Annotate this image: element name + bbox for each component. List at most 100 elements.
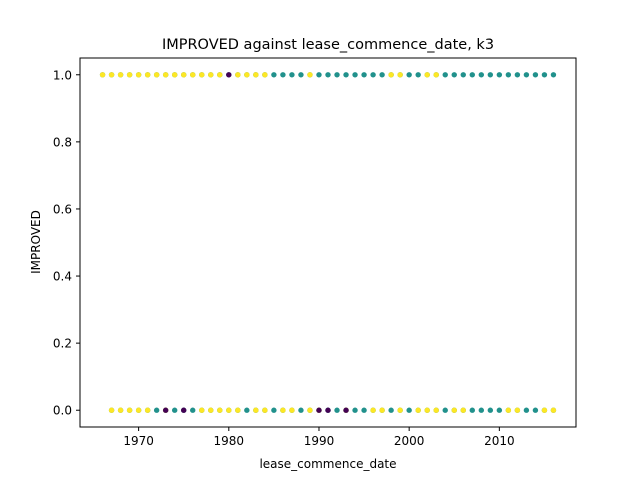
- data-point: [316, 407, 322, 413]
- data-point: [208, 407, 214, 413]
- data-point: [135, 407, 142, 413]
- data-point: [289, 407, 295, 413]
- y-tick-label: 0.6: [53, 202, 72, 216]
- data-point: [532, 407, 539, 413]
- data-point: [514, 407, 521, 413]
- data-point: [505, 407, 512, 413]
- plot-area: [80, 58, 576, 427]
- data-point: [153, 72, 160, 78]
- data-point: [370, 407, 376, 413]
- data-point: [352, 407, 358, 413]
- data-points: [99, 72, 557, 413]
- data-point: [424, 407, 430, 413]
- data-point: [117, 72, 124, 78]
- data-point: [190, 72, 196, 78]
- data-point: [199, 72, 205, 78]
- chart-title: IMPROVED against lease_commence_date, k3: [162, 37, 494, 53]
- y-tick-label: 0.8: [53, 135, 72, 149]
- data-point: [298, 72, 304, 78]
- data-point: [307, 407, 313, 413]
- data-point: [487, 72, 494, 78]
- data-point: [235, 407, 241, 413]
- data-point: [532, 72, 539, 78]
- x-axis-ticks: 1970 1980 1990 2000 2010: [123, 427, 515, 448]
- data-point: [406, 72, 412, 78]
- data-point: [388, 407, 394, 413]
- data-point: [415, 407, 421, 413]
- data-point: [244, 407, 250, 413]
- y-tick-label: 0.4: [53, 270, 72, 284]
- x-axis-label: lease_commence_date: [259, 457, 396, 471]
- data-point: [208, 72, 214, 78]
- data-point: [415, 72, 421, 78]
- data-point: [379, 72, 385, 78]
- data-point: [550, 407, 557, 413]
- data-point: [451, 72, 457, 78]
- data-point: [325, 407, 331, 413]
- data-point: [253, 72, 259, 78]
- data-point: [406, 407, 412, 413]
- y-axis-label: IMPROVED: [29, 210, 43, 274]
- data-point: [478, 72, 485, 78]
- data-point: [135, 72, 142, 78]
- data-point: [289, 72, 295, 78]
- data-point: [496, 72, 503, 78]
- x-tick-label: 1980: [214, 434, 245, 448]
- data-point: [424, 72, 430, 78]
- data-point: [541, 407, 548, 413]
- data-point: [298, 407, 304, 413]
- data-point: [460, 407, 466, 413]
- data-point: [307, 72, 313, 78]
- data-point: [190, 407, 196, 413]
- data-point: [226, 407, 232, 413]
- data-point: [181, 72, 187, 78]
- data-point: [442, 72, 448, 78]
- x-tick-label: 1990: [304, 434, 335, 448]
- data-point: [334, 72, 340, 78]
- data-point: [442, 407, 448, 413]
- data-point: [181, 407, 187, 413]
- data-point: [217, 72, 223, 78]
- data-point: [262, 72, 268, 78]
- data-point: [153, 407, 160, 413]
- data-point: [280, 72, 286, 78]
- x-tick-label: 2010: [484, 434, 515, 448]
- data-point: [523, 407, 530, 413]
- data-point: [397, 407, 403, 413]
- data-point: [451, 407, 457, 413]
- data-point: [235, 72, 241, 78]
- data-point: [541, 72, 548, 78]
- data-point: [343, 72, 349, 78]
- data-point: [171, 407, 178, 413]
- data-point: [99, 72, 106, 78]
- y-tick-label: 0.2: [53, 337, 72, 351]
- data-point: [162, 72, 169, 78]
- data-point: [433, 72, 439, 78]
- data-point: [487, 407, 494, 413]
- data-point: [460, 72, 466, 78]
- data-point: [496, 407, 503, 413]
- data-point: [244, 72, 250, 78]
- data-point: [388, 72, 394, 78]
- data-point: [226, 72, 232, 78]
- data-point: [271, 72, 277, 78]
- data-point: [108, 72, 115, 78]
- data-point: [550, 72, 557, 78]
- data-point: [316, 72, 322, 78]
- data-point: [162, 407, 169, 413]
- data-point: [144, 72, 151, 78]
- data-point: [171, 72, 178, 78]
- data-point: [126, 407, 133, 413]
- data-point: [126, 72, 133, 78]
- data-point: [514, 72, 521, 78]
- data-point: [469, 407, 475, 413]
- data-point: [144, 407, 151, 413]
- x-tick-label: 2000: [394, 434, 425, 448]
- data-point: [334, 407, 340, 413]
- data-point: [253, 407, 259, 413]
- data-point: [325, 72, 331, 78]
- data-point: [199, 407, 205, 413]
- data-point: [469, 72, 475, 78]
- data-point: [361, 407, 367, 413]
